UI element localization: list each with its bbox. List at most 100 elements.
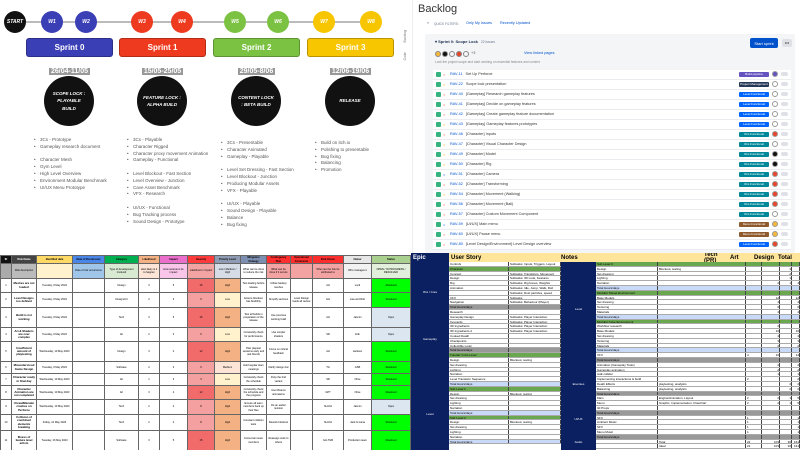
side-tab-code[interactable]: Code [403, 52, 407, 61]
sheet-cell[interactable]: 4 [792, 300, 800, 305]
sheet-cell[interactable]: Base Models [596, 329, 658, 333]
risk-cell[interactable] [72, 430, 105, 450]
avatars-extra[interactable]: +3 [471, 51, 476, 55]
sheet-cell[interactable] [762, 286, 780, 290]
risk-cell[interactable]: 3 [159, 327, 188, 342]
risk-cell[interactable]: Unreal/Blender crashes on Perforce [11, 399, 37, 415]
risk-cell[interactable] [72, 373, 105, 386]
sheet-cell[interactable]: Total Hours/days [596, 286, 658, 290]
epic-label[interactable]: Level Functional [739, 91, 769, 97]
assignee-avatar[interactable] [772, 81, 778, 88]
sheet-cell[interactable]: Navigation [449, 300, 509, 305]
risk-cell[interactable]: Meshes are not loaded [11, 278, 37, 293]
sheet-cell[interactable] [658, 362, 746, 367]
assignee-avatar[interactable] [772, 231, 778, 238]
sheet-cell[interactable]: 14 [792, 353, 800, 357]
sheet-cell[interactable] [762, 386, 780, 391]
risk-cell[interactable]: 2 [138, 399, 160, 415]
risk-cell[interactable]: Simplify sections [266, 292, 291, 308]
risk-cell[interactable]: Low [214, 373, 241, 386]
epic-label[interactable]: 3Cs Functional [739, 151, 769, 157]
sheet-cell[interactable] [780, 377, 792, 381]
sheet-cell[interactable] [762, 430, 780, 434]
sheet-cell[interactable]: Lighting [596, 276, 658, 281]
sheet-cell[interactable] [762, 391, 780, 396]
risk-cell[interactable]: Open [371, 399, 411, 415]
sheet-cell[interactable]: Character [449, 266, 509, 271]
sheet-cell[interactable]: 1 [792, 425, 800, 429]
sheet-cell[interactable] [780, 391, 792, 396]
sheet-cell[interactable] [792, 319, 800, 324]
risk-cell[interactable] [290, 373, 313, 386]
sheet-cell[interactable] [746, 324, 762, 329]
sheet-cell[interactable] [509, 266, 561, 271]
sheet-cell[interactable] [780, 338, 792, 343]
sheet-cell[interactable]: 10 [762, 329, 780, 333]
risk-cell[interactable]: 6 [187, 292, 215, 308]
risk-cell[interactable]: 2 [0, 292, 12, 308]
sheet-cell[interactable] [509, 334, 561, 338]
sheet-cell[interactable]: Cooked Death [449, 334, 509, 338]
sheet-cell[interactable]: Set dressing [596, 271, 658, 276]
epic-label[interactable]: 3Cs Functional [739, 141, 769, 147]
risk-cell[interactable]: Low [214, 292, 241, 308]
epic-label[interactable]: 3Cs Functional [739, 181, 769, 187]
sheet-cell[interactable] [746, 338, 762, 343]
sheet-cell[interactable] [746, 406, 762, 410]
risk-cell[interactable]: 3 [0, 307, 12, 328]
risk-cell[interactable] [290, 341, 313, 362]
sheet-cell[interactable] [762, 434, 780, 439]
issue-row[interactable]: = RAV-40 [Gameplay] Research gameplay feat… [433, 90, 791, 100]
risk-cell[interactable]: Wednesday, 10 May 2023 [36, 341, 73, 362]
sheet-cell[interactable] [762, 290, 780, 295]
sheet-cell[interactable] [509, 348, 561, 353]
sheet-cell[interactable] [792, 410, 800, 415]
sheet-cell[interactable] [746, 334, 762, 338]
risk-cell[interactable]: Cross-train team members [240, 430, 267, 450]
sheet-cell[interactable]: 22 [746, 444, 762, 449]
sheet-cell[interactable] [658, 410, 746, 415]
sheet-cell[interactable]: 2 [792, 377, 800, 381]
sheet-cell[interactable]: 2 [762, 343, 780, 348]
sheet-cell[interactable]: 1 [746, 425, 762, 429]
sheet-cell[interactable]: 6 [792, 305, 800, 309]
sheet-cell[interactable] [658, 290, 746, 295]
risk-cell[interactable]: High [214, 307, 241, 328]
risk-cell[interactable]: Low [214, 327, 241, 342]
risk-cell[interactable] [290, 430, 313, 450]
risk-cell[interactable]: 12 [187, 385, 215, 400]
sheet-cell[interactable]: 2 [762, 324, 780, 329]
issue-row[interactable]: = RAV-11 Set Up Perforce Build pipeline [433, 70, 791, 80]
risk-cell[interactable]: Character ready in final day [11, 373, 37, 386]
assignee-avatar[interactable] [772, 201, 778, 208]
sheet-cell[interactable]: Total Hours/days [449, 348, 509, 353]
risk-cell[interactable]: 3 [159, 373, 188, 386]
sheet-cell[interactable] [780, 434, 792, 439]
sheet-cell[interactable] [509, 406, 561, 410]
assignee-avatar[interactable] [772, 131, 778, 138]
sheet-cell[interactable] [792, 348, 800, 353]
risk-cell[interactable]: Software [104, 361, 139, 374]
assignee-avatar[interactable] [772, 141, 778, 148]
risk-cell[interactable]: 8 [187, 414, 215, 431]
sheet-cell[interactable] [746, 262, 762, 266]
sheet-cell[interactable] [746, 281, 762, 285]
risk-cell[interactable] [290, 414, 313, 431]
risk-cell[interactable]: High [214, 341, 241, 362]
sheet-cell[interactable] [762, 358, 780, 362]
search-icon[interactable]: ⌕ [427, 21, 430, 25]
risk-cell[interactable]: 3 [138, 430, 160, 450]
sheet-cell[interactable] [746, 386, 762, 391]
risk-cell[interactable]: Tuesday, 9 May 2023 [36, 327, 73, 342]
sheet-cell[interactable]: 1 [792, 415, 800, 420]
sheet-cell[interactable] [658, 262, 746, 266]
risk-cell[interactable]: Constant collision tests [240, 414, 267, 431]
sheet-cell[interactable] [746, 319, 762, 324]
risk-cell[interactable]: Tuesday, 9 May 2023 [36, 278, 73, 293]
estimate-pill[interactable] [781, 212, 788, 217]
sheet-cell[interactable] [509, 425, 561, 429]
risk-cell[interactable]: Luck [343, 278, 372, 293]
sheet-cell[interactable]: Total Hours/days [449, 382, 509, 386]
risk-cell[interactable]: Constantly check for performance [240, 327, 267, 342]
sheet-cell[interactable] [658, 286, 746, 290]
